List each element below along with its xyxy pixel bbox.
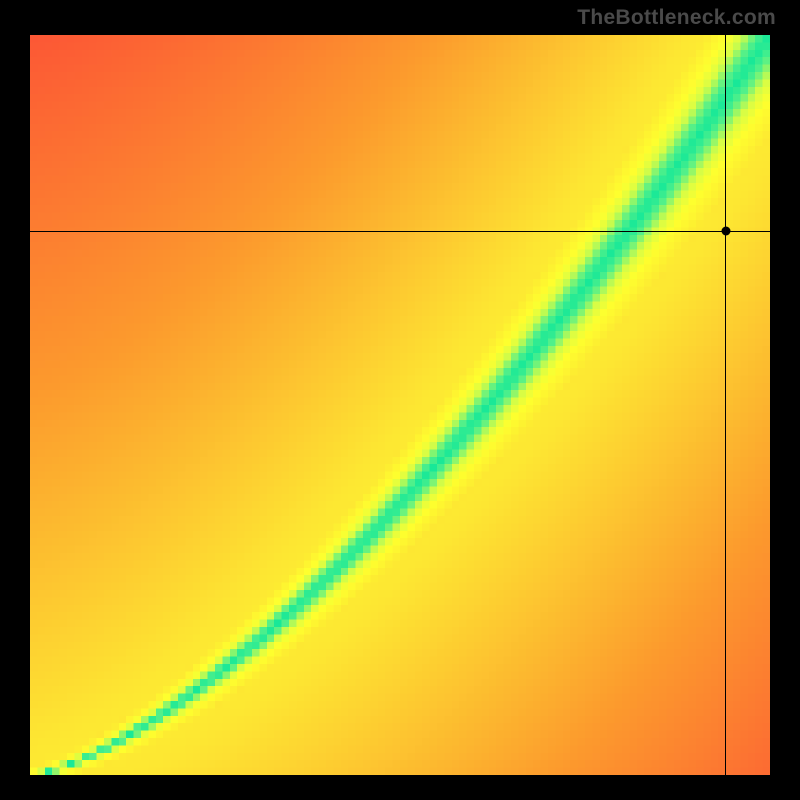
watermark: TheBottleneck.com — [577, 6, 776, 30]
crosshair-marker — [721, 227, 730, 236]
crosshair-horizontal — [30, 231, 770, 232]
chart-container: TheBottleneck.com — [0, 0, 800, 800]
heatmap-canvas — [30, 35, 770, 775]
crosshair-vertical — [725, 35, 726, 775]
